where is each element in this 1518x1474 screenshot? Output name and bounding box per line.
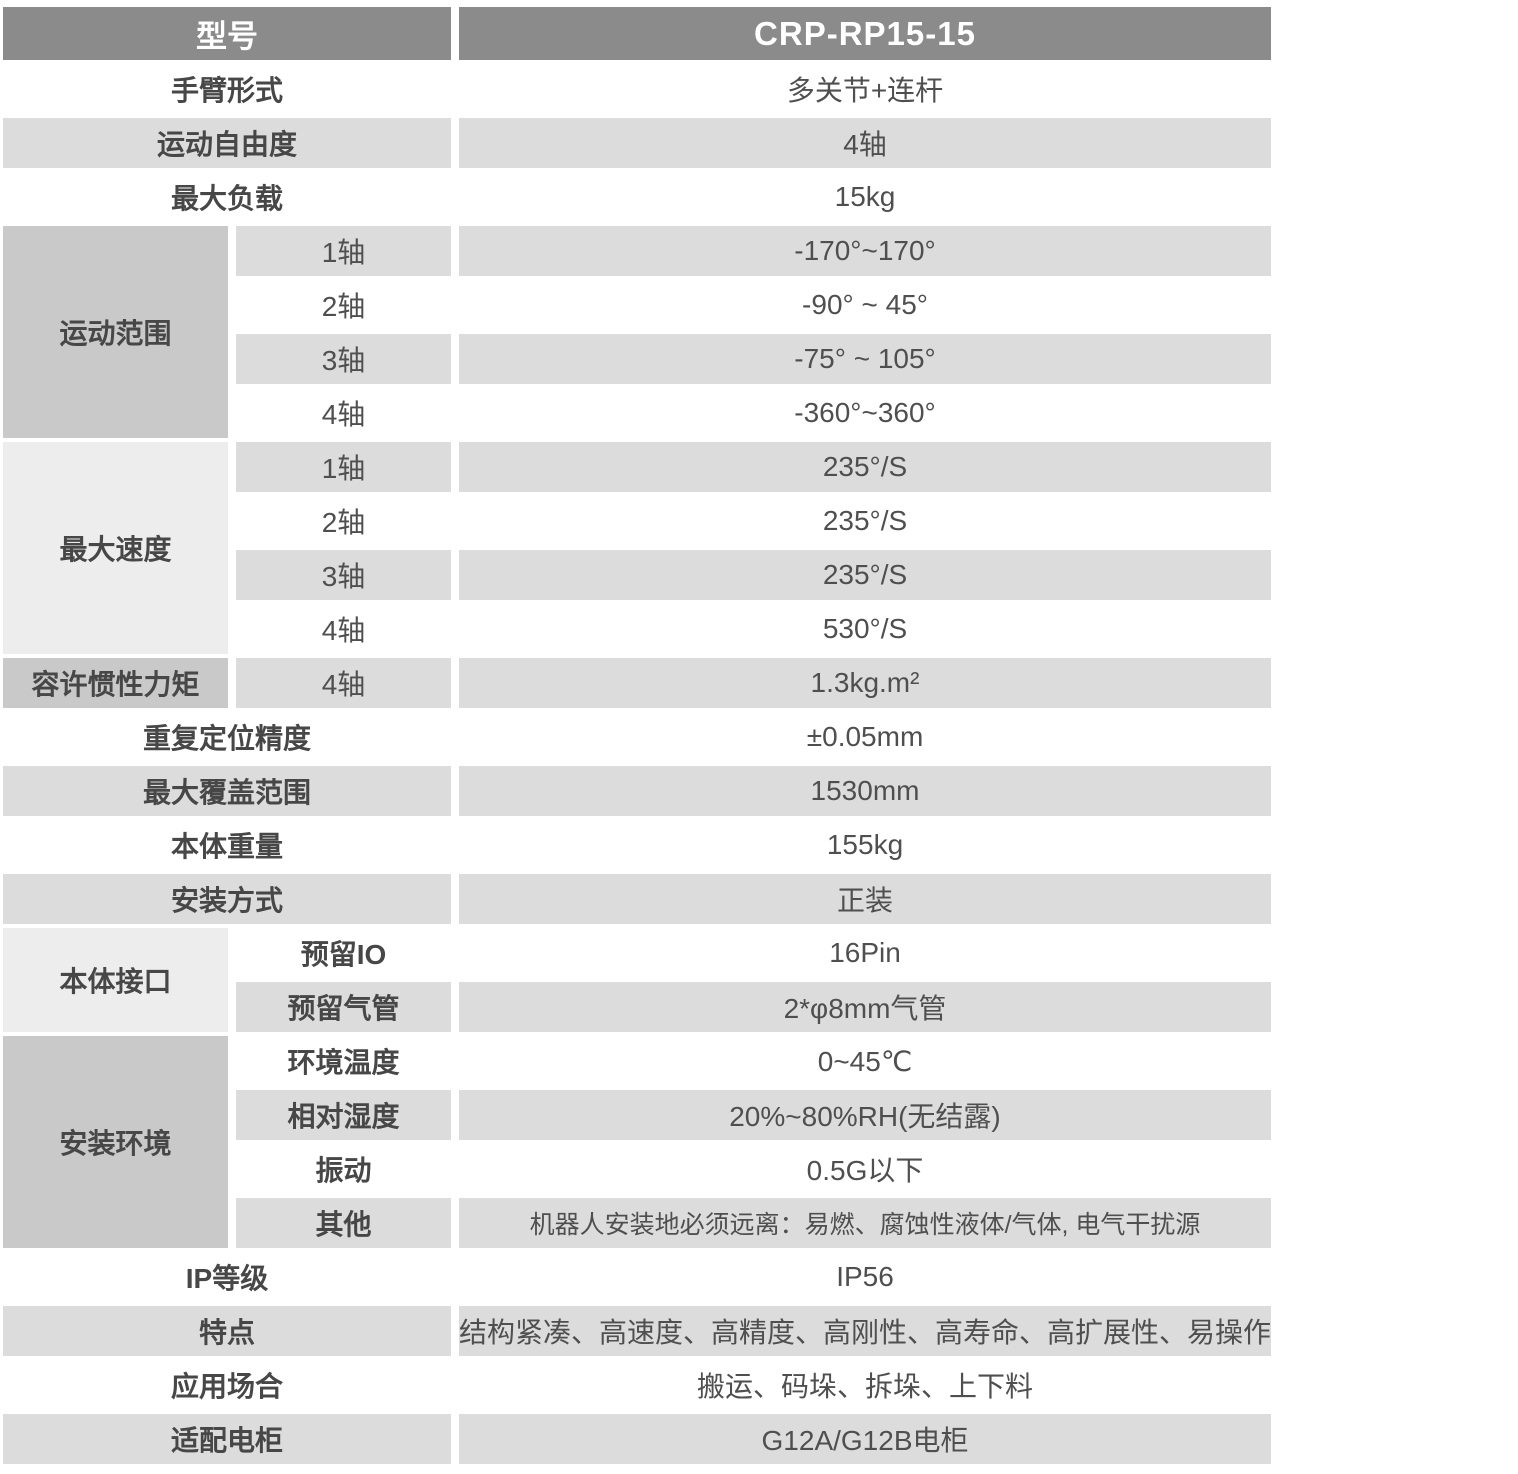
row-label: 最大负载: [3, 172, 451, 222]
row-label: 最大覆盖范围: [3, 766, 451, 816]
row-sublabel: 4轴: [236, 604, 451, 654]
group-label-install-env: 安装环境: [3, 1036, 228, 1248]
spec-table: 型号 CRP-RP15-15 手臂形式 多关节+连杆 运动自由度 4轴 最大负载…: [0, 3, 1279, 1468]
row-value: -360°~360°: [459, 388, 1272, 438]
row-value: ±0.05mm: [459, 712, 1272, 762]
row-value: 235°/S: [459, 550, 1272, 600]
row-value: 235°/S: [459, 496, 1272, 546]
row-value: 20%~80%RH(无结露): [459, 1090, 1272, 1140]
row-value: 0~45℃: [459, 1036, 1272, 1086]
row-value: 机器人安装地必须远离：易燃、腐蚀性液体/气体, 电气干扰源: [459, 1198, 1272, 1248]
table-row: 运动自由度 4轴: [3, 118, 1272, 168]
table-row: IP等级 IP56: [3, 1252, 1272, 1302]
row-sublabel: 2轴: [236, 496, 451, 546]
row-sublabel: 环境温度: [236, 1036, 451, 1086]
row-value: 搬运、码垛、拆垛、上下料: [459, 1360, 1272, 1410]
row-sublabel: 相对湿度: [236, 1090, 451, 1140]
table-row: 4轴 -360°~360°: [3, 388, 1272, 438]
row-value: 4轴: [459, 118, 1272, 168]
table-row: 安装环境 环境温度 0~45℃: [3, 1036, 1272, 1248]
row-label: 安装方式: [3, 874, 451, 924]
row-value: 2*φ8mm气管: [459, 982, 1272, 1032]
row-sublabel: 预留IO: [236, 928, 451, 978]
table-row: 3轴 -75° ~ 105°: [3, 334, 1272, 384]
table-row: 2轴 -90° ~ 45°: [3, 280, 1272, 330]
group-label-motion-range: 运动范围: [3, 226, 228, 438]
group-label-body-interface: 本体接口: [3, 928, 228, 1032]
row-label: 手臂形式: [3, 64, 451, 114]
model-header-value: CRP-RP15-15: [459, 7, 1272, 60]
group-label-inertia: 容许惯性力矩: [3, 658, 228, 708]
row-sublabel: 4轴: [236, 388, 451, 438]
row-value: -75° ~ 105°: [459, 334, 1272, 384]
table-row: 容许惯性力矩 4轴 1.3kg.m²: [3, 658, 1272, 708]
table-row: 最大负载 15kg: [3, 172, 1272, 222]
table-row: 安装方式 正装: [3, 874, 1272, 924]
row-label: 应用场合: [3, 1360, 451, 1410]
row-label: 运动自由度: [3, 118, 451, 168]
group-label-max-speed: 最大速度: [3, 442, 228, 654]
table-row: 振动 0.5G以下: [3, 1144, 1272, 1194]
header-row: 型号 CRP-RP15-15: [3, 7, 1272, 60]
row-sublabel: 3轴: [236, 334, 451, 384]
row-value: 正装: [459, 874, 1272, 924]
row-value: 530°/S: [459, 604, 1272, 654]
row-value: 1530mm: [459, 766, 1272, 816]
row-value: 235°/S: [459, 442, 1272, 492]
row-sublabel: 其他: [236, 1198, 451, 1248]
row-value: 15kg: [459, 172, 1272, 222]
table-row: 预留气管 2*φ8mm气管: [3, 982, 1272, 1032]
table-row: 本体接口 预留IO 16Pin: [3, 928, 1272, 1032]
table-row: 手臂形式 多关节+连杆: [3, 64, 1272, 114]
row-value: -170°~170°: [459, 226, 1272, 276]
table-row: 适配电柜 G12A/G12B电柜: [3, 1414, 1272, 1464]
row-label: 适配电柜: [3, 1414, 451, 1464]
row-value: 多关节+连杆: [459, 64, 1272, 114]
row-label: IP等级: [3, 1252, 451, 1302]
row-value: -90° ~ 45°: [459, 280, 1272, 330]
row-label: 重复定位精度: [3, 712, 451, 762]
row-label: 本体重量: [3, 820, 451, 870]
table-row: 运动范围 1轴 -170°~170°: [3, 226, 1272, 438]
table-row: 应用场合 搬运、码垛、拆垛、上下料: [3, 1360, 1272, 1410]
row-sublabel: 振动: [236, 1144, 451, 1194]
table-row: 特点 结构紧凑、高速度、高精度、高刚性、高寿命、高扩展性、易操作: [3, 1306, 1272, 1356]
row-value: 0.5G以下: [459, 1144, 1272, 1194]
row-sublabel: 1轴: [236, 442, 451, 492]
row-sublabel: 1轴: [236, 226, 451, 276]
row-sublabel: 2轴: [236, 280, 451, 330]
row-value: 155kg: [459, 820, 1272, 870]
table-row: 重复定位精度 ±0.05mm: [3, 712, 1272, 762]
row-sublabel: 3轴: [236, 550, 451, 600]
row-value: G12A/G12B电柜: [459, 1414, 1272, 1464]
row-value: 结构紧凑、高速度、高精度、高刚性、高寿命、高扩展性、易操作: [459, 1306, 1272, 1356]
row-sublabel: 4轴: [236, 658, 451, 708]
table-row: 2轴 235°/S: [3, 496, 1272, 546]
table-row: 本体重量 155kg: [3, 820, 1272, 870]
table-row: 最大速度 1轴 235°/S: [3, 442, 1272, 654]
row-label: 特点: [3, 1306, 451, 1356]
model-header-label: 型号: [3, 7, 451, 60]
row-value: 16Pin: [459, 928, 1272, 978]
row-value: 1.3kg.m²: [459, 658, 1272, 708]
table-row: 其他 机器人安装地必须远离：易燃、腐蚀性液体/气体, 电气干扰源: [3, 1198, 1272, 1248]
row-sublabel: 预留气管: [236, 982, 451, 1032]
table-row: 最大覆盖范围 1530mm: [3, 766, 1272, 816]
table-row: 相对湿度 20%~80%RH(无结露): [3, 1090, 1272, 1140]
table-row: 4轴 530°/S: [3, 604, 1272, 654]
table-row: 3轴 235°/S: [3, 550, 1272, 600]
row-value: IP56: [459, 1252, 1272, 1302]
